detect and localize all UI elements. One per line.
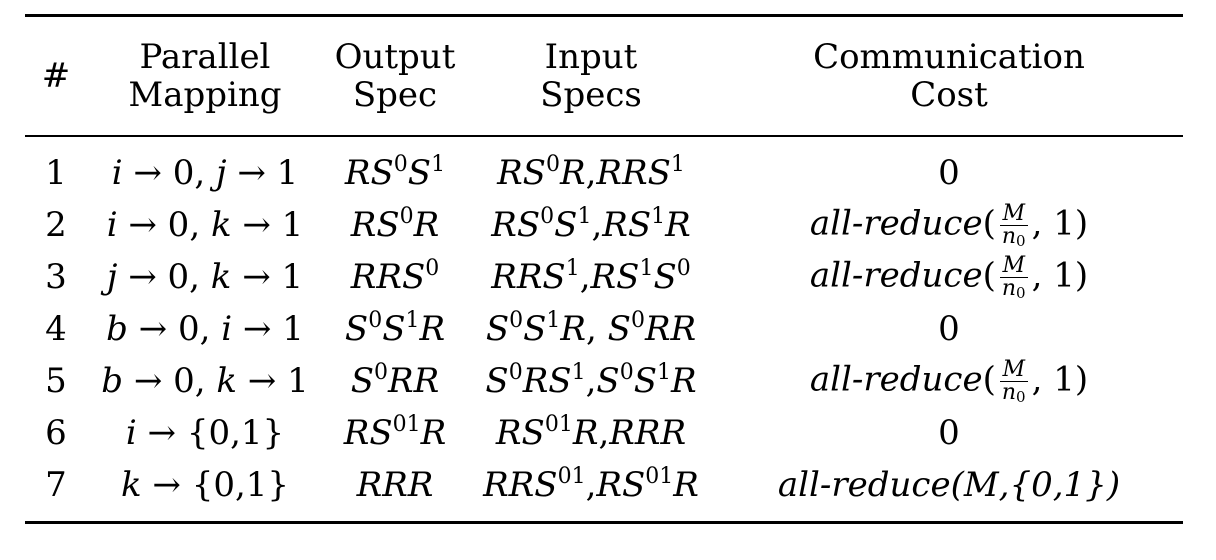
- header-parallel-mapping: Parallel Mapping: [128, 37, 282, 115]
- input-specs: RS0S1,RS1R: [491, 204, 691, 245]
- output-spec: RRS0: [350, 256, 440, 297]
- communication-cost: all-reduce(M,{0,1}): [777, 465, 1121, 505]
- parallel-mapping: b → 0, k → 1: [101, 361, 309, 401]
- output-spec: S0RR: [350, 360, 440, 401]
- table-row: 6 i → {0,1} RS01R RS01R,RRR 0: [25, 407, 1183, 459]
- header-index: #: [41, 56, 71, 96]
- table-row: 4 b → 0, i → 1 S0S1R S0S1R, S0RR 0: [25, 303, 1183, 355]
- input-specs: S0S1R, S0RR: [485, 308, 697, 349]
- parallel-mapping: b → 0, i → 1: [106, 309, 304, 349]
- output-spec: RS0S1: [344, 152, 446, 193]
- table-row: 1 i → 0, j → 1 RS0S1 RS0R,RRS1 0: [25, 137, 1183, 199]
- input-specs: S0RS1,S0S1R: [485, 360, 697, 401]
- results-table: # Parallel Mapping Output Spec Input Spe…: [25, 14, 1183, 524]
- header-input-specs: Input Specs: [540, 37, 642, 115]
- row-index: 4: [45, 309, 67, 349]
- communication-cost: 0: [938, 153, 960, 193]
- table-row: 3 j → 0, k → 1 RRS0 RRS1,RS1S0 all-reduc…: [25, 251, 1183, 303]
- parallel-mapping: j → 0, k → 1: [106, 257, 304, 297]
- output-spec: RS0R: [350, 204, 440, 245]
- table-row: 7 k → {0,1} RRR RRS01,RS01R all-reduce(M…: [25, 459, 1183, 521]
- table-row: 2 i → 0, k → 1 RS0R RS0S1,RS1R all-reduc…: [25, 199, 1183, 251]
- row-index: 1: [45, 153, 67, 193]
- row-index: 3: [45, 257, 67, 297]
- header-output-spec: Output Spec: [334, 37, 456, 115]
- header-row: # Parallel Mapping Output Spec Input Spe…: [25, 17, 1183, 135]
- row-index: 2: [45, 205, 67, 245]
- top-rule: [25, 14, 1183, 17]
- row-index: 5: [45, 361, 67, 401]
- header-communication-cost: Communication Cost: [813, 37, 1085, 115]
- header-rule: [25, 135, 1183, 137]
- input-specs: RS0R,RRS1: [497, 152, 685, 193]
- output-spec: RS01R: [343, 412, 447, 453]
- parallel-mapping: k → {0,1}: [120, 465, 290, 505]
- communication-cost: 0: [938, 413, 960, 453]
- table-row: 5 b → 0, k → 1 S0RR S0RS1,S0S1R all-redu…: [25, 355, 1183, 407]
- bottom-rule: [25, 521, 1183, 524]
- output-spec: RRR: [356, 465, 434, 505]
- communication-cost: 0: [938, 309, 960, 349]
- row-index: 7: [45, 465, 67, 505]
- input-specs: RRS01,RS01R: [483, 464, 699, 505]
- parallel-mapping: i → 0, k → 1: [106, 205, 304, 245]
- parallel-mapping: i → 0, j → 1: [111, 153, 299, 193]
- input-specs: RS01R,RRR: [495, 412, 687, 453]
- input-specs: RRS1,RS1S0: [491, 256, 691, 297]
- row-index: 6: [45, 413, 67, 453]
- parallel-mapping: i → {0,1}: [125, 413, 285, 453]
- output-spec: S0S1R: [344, 308, 446, 349]
